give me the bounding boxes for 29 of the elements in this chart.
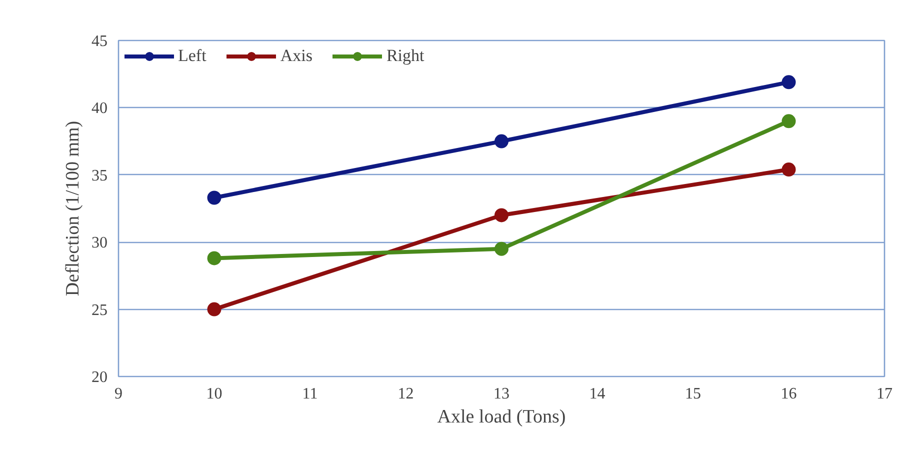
y-tick-label: 20 <box>92 369 108 386</box>
point <box>207 251 222 266</box>
point <box>494 134 508 148</box>
point <box>207 302 222 316</box>
x-tick-label: 13 <box>494 386 510 402</box>
x-tick-label: 17 <box>876 386 892 402</box>
point <box>782 162 796 177</box>
x-tick-label: 9 <box>114 386 122 402</box>
x-tick-label: 14 <box>589 386 606 402</box>
y-tick-label: 35 <box>92 167 108 184</box>
x-axis-title: Axle load (Tons) <box>437 406 566 428</box>
x-tick-label: 10 <box>206 386 222 402</box>
y-axis-title: Deflection (1/100 mm) <box>62 120 84 296</box>
y-tick-label: 25 <box>92 302 108 319</box>
legend-label: Left <box>178 46 206 66</box>
x-tick-label: 16 <box>780 386 797 402</box>
y-tick-label: 30 <box>92 234 108 252</box>
y-tick-label: 45 <box>92 33 108 50</box>
point <box>782 75 796 90</box>
point <box>494 208 508 222</box>
point <box>782 114 796 128</box>
y-tick-label: 40 <box>92 100 108 118</box>
legend-label: Axis <box>280 46 312 66</box>
legend-label: Right <box>386 46 424 66</box>
point <box>494 242 508 256</box>
x-tick-label: 12 <box>398 386 414 402</box>
x-tick-label: 15 <box>685 386 701 402</box>
x-tick-label: 11 <box>302 386 318 402</box>
point <box>207 190 222 205</box>
